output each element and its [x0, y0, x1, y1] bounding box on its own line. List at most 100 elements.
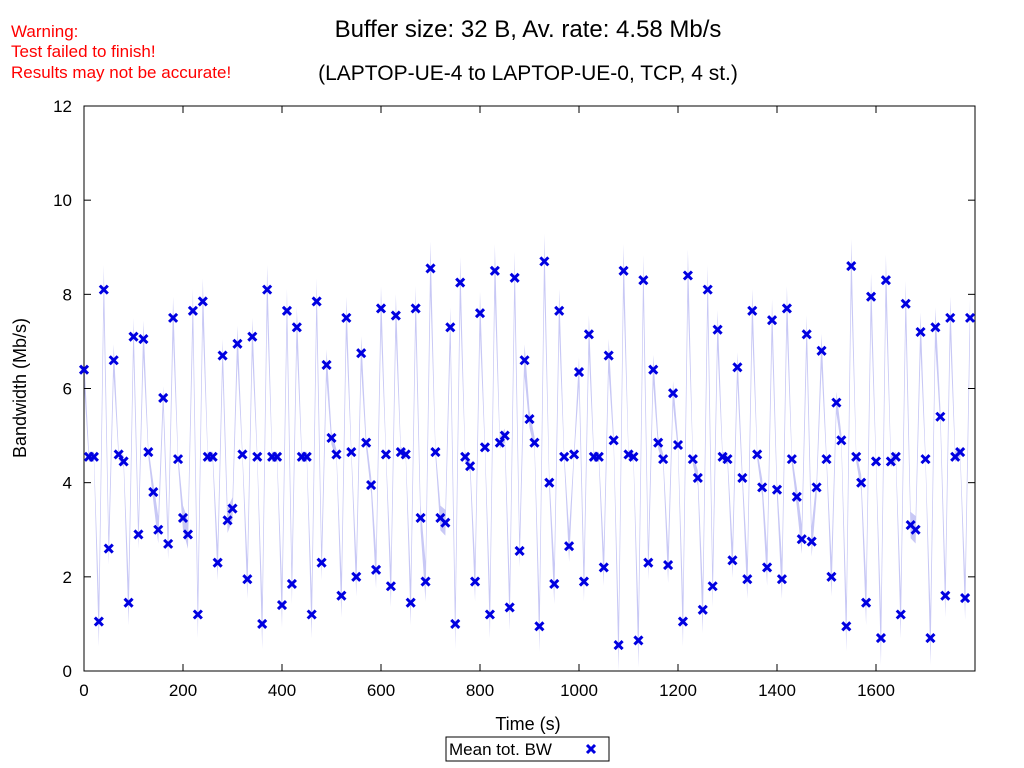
data-point — [960, 592, 971, 604]
data-point — [559, 451, 570, 462]
data-point — [103, 543, 114, 554]
data-point — [133, 529, 144, 540]
x-tick-label: 800 — [466, 681, 494, 700]
data-point — [232, 338, 243, 349]
data-point — [286, 578, 297, 589]
data-point — [158, 392, 169, 403]
data-point — [465, 461, 476, 472]
data-point — [291, 322, 302, 333]
chart-subtitle: (LAPTOP-UE-4 to LAPTOP-UE-0, TCP, 4 st.) — [318, 62, 738, 85]
data-point — [568, 449, 580, 460]
data-point — [187, 305, 198, 316]
data-point — [737, 472, 748, 484]
data-point — [410, 303, 421, 314]
x-axis-label: Time (s) — [495, 714, 560, 734]
data-point — [692, 472, 703, 484]
data-point — [153, 524, 164, 535]
data-point — [628, 451, 639, 462]
data-point — [385, 581, 396, 592]
data-point — [356, 348, 367, 359]
x-tick-label: 600 — [367, 681, 395, 700]
data-point — [771, 484, 783, 495]
data-point — [747, 305, 758, 316]
data-point — [534, 621, 545, 632]
data-point — [786, 454, 797, 465]
data-point — [875, 632, 887, 644]
data-point — [123, 597, 134, 608]
data-point — [192, 609, 203, 620]
data-point — [479, 442, 491, 453]
data-point — [727, 555, 738, 566]
data-point — [301, 451, 312, 462]
data-point — [618, 265, 629, 276]
data-point — [806, 536, 817, 547]
data-point — [489, 265, 500, 276]
data-point — [212, 557, 223, 568]
data-point — [920, 454, 931, 465]
data-point — [400, 449, 411, 460]
data-point — [578, 576, 590, 587]
data-point — [702, 284, 713, 295]
data-point — [469, 576, 481, 587]
data-point — [653, 437, 664, 448]
warning-line-3: Results may not be accurate! — [11, 63, 232, 82]
data-point — [539, 256, 550, 267]
legend: Mean tot. BW — [445, 736, 610, 762]
y-tick-label: 12 — [53, 97, 72, 116]
data-point — [366, 479, 377, 491]
data-point — [697, 604, 708, 615]
data-point — [900, 298, 911, 309]
data-point — [583, 329, 594, 340]
y-tick-label: 10 — [53, 191, 72, 210]
legend-box — [445, 736, 610, 762]
data-point — [207, 451, 218, 462]
data-point — [361, 437, 372, 448]
data-point — [895, 609, 906, 620]
data-point — [766, 315, 778, 326]
data-point — [163, 538, 174, 549]
data-point — [776, 574, 788, 585]
data-point — [529, 437, 540, 448]
data-point — [712, 324, 723, 335]
data-point — [430, 447, 441, 458]
data-point — [257, 618, 268, 629]
data-point — [341, 312, 352, 323]
warning-line-1: Warning: — [11, 22, 79, 41]
data-point — [519, 355, 530, 366]
legend-marker — [585, 743, 597, 755]
y-axis-label: Bandwidth (Mb/s) — [10, 318, 30, 458]
data-point — [677, 616, 689, 627]
data-point — [841, 621, 852, 632]
data-point — [88, 451, 99, 462]
data-point — [870, 456, 882, 467]
data-point — [752, 449, 763, 460]
data-point — [722, 454, 733, 465]
x-tick-label: 400 — [268, 681, 296, 700]
data-point — [509, 272, 520, 283]
data-point — [455, 277, 466, 288]
data-point — [118, 456, 129, 467]
data-point — [78, 364, 90, 375]
data-point — [643, 557, 654, 568]
data-point — [504, 602, 515, 613]
data-point — [915, 326, 926, 338]
data-point — [925, 632, 936, 644]
y-tick-label: 2 — [63, 568, 72, 587]
data-point — [405, 597, 416, 608]
data-point — [108, 355, 119, 366]
data-point — [648, 364, 659, 375]
data-point — [182, 529, 194, 540]
data-point — [831, 397, 842, 408]
data-point — [321, 359, 332, 371]
data-point — [351, 571, 362, 582]
data-point — [732, 362, 743, 373]
data-point — [687, 454, 698, 465]
data-point — [865, 291, 877, 302]
data-point — [821, 454, 832, 465]
data-point — [370, 564, 382, 575]
data-point — [742, 574, 753, 585]
y-tick-label: 4 — [63, 474, 72, 493]
data-point — [148, 487, 159, 498]
data-point — [554, 305, 565, 316]
data-point — [791, 491, 802, 502]
